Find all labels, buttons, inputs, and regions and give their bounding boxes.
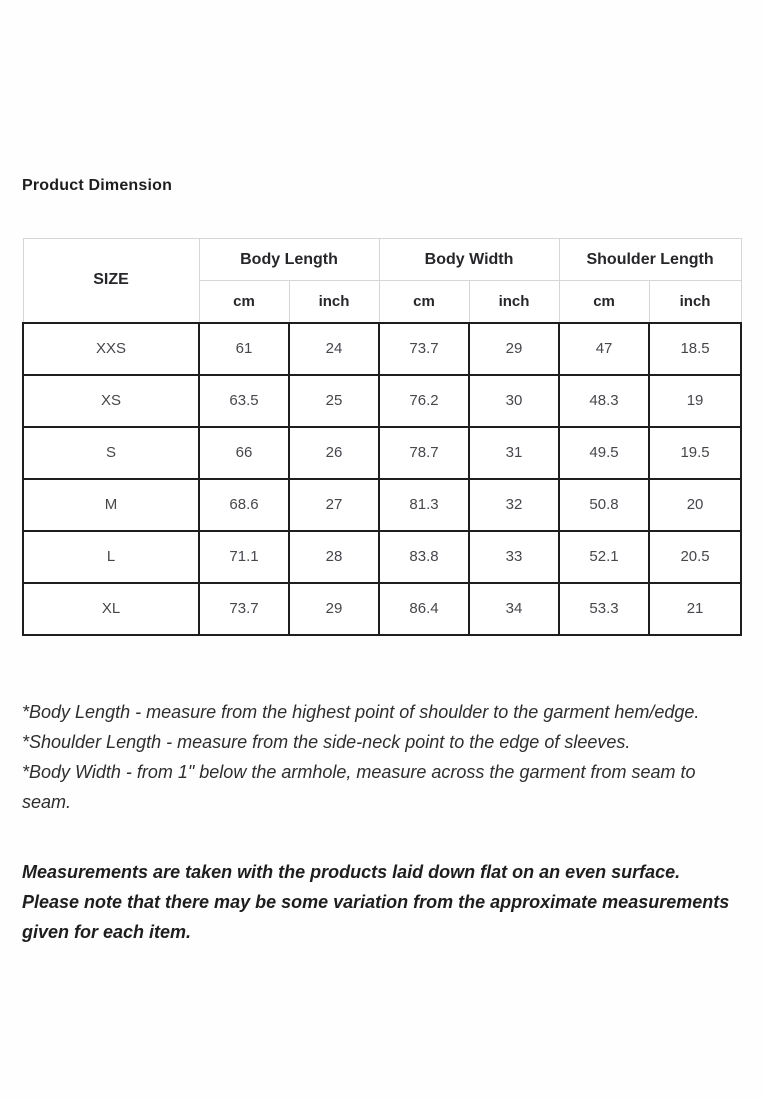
- size-cell: M: [22, 477, 200, 532]
- body-length-inch-cell: 24: [287, 321, 381, 376]
- unit-header-inch: inch: [648, 280, 742, 323]
- table-row: M 68.6 27 81.3 32 50.8 20: [22, 477, 743, 532]
- measurement-disclaimer: Measurements are taken with the products…: [22, 861, 730, 942]
- body-length-cm-cell: 68.6: [198, 477, 290, 532]
- column-header-size: SIZE: [22, 238, 200, 323]
- unit-header-inch: inch: [288, 280, 380, 323]
- product-dimension-page: Product Dimension SIZE Body Length Body …: [22, 177, 743, 942]
- shoulder-length-inch-cell: 21: [648, 581, 743, 636]
- shoulder-length-inch-cell: 19: [648, 373, 743, 428]
- body-length-inch-cell: 25: [287, 373, 381, 428]
- body-width-cm-cell: 76.2: [378, 373, 471, 428]
- body-width-cm-cell: 83.8: [378, 529, 471, 584]
- body-width-inch-cell: 31: [468, 425, 561, 480]
- column-group-shoulder-length: Shoulder Length: [558, 238, 742, 281]
- shoulder-length-cm-cell: 49.5: [558, 425, 651, 480]
- body-width-inch-cell: 34: [468, 581, 561, 636]
- column-group-body-length: Body Length: [198, 238, 380, 281]
- body-length-cm-cell: 71.1: [198, 529, 290, 584]
- size-cell: XL: [22, 581, 200, 636]
- body-width-cm-cell: 73.7: [378, 321, 471, 376]
- body-width-inch-cell: 30: [468, 373, 561, 428]
- shoulder-length-inch-cell: 20: [648, 477, 743, 532]
- column-group-body-width: Body Width: [378, 238, 560, 281]
- body-width-inch-cell: 29: [468, 321, 561, 376]
- measurement-footnotes: *Body Length - measure from the highest …: [22, 697, 740, 817]
- table-row: XS 63.5 25 76.2 30 48.3 19: [22, 373, 743, 428]
- size-cell: XS: [22, 373, 200, 428]
- size-cell: L: [22, 529, 200, 584]
- shoulder-length-cm-cell: 52.1: [558, 529, 651, 584]
- body-width-cm-cell: 86.4: [378, 581, 471, 636]
- body-length-inch-cell: 29: [287, 581, 381, 636]
- shoulder-length-inch-cell: 18.5: [648, 321, 743, 376]
- shoulder-length-cm-cell: 48.3: [558, 373, 651, 428]
- body-length-inch-cell: 28: [287, 529, 381, 584]
- size-chart-header: SIZE Body Length Body Width Shoulder Len…: [22, 238, 742, 323]
- shoulder-length-cm-cell: 53.3: [558, 581, 651, 636]
- table-row: S 66 26 78.7 31 49.5 19.5: [22, 425, 743, 480]
- body-length-cm-cell: 61: [198, 321, 290, 376]
- shoulder-length-cm-cell: 47: [558, 321, 651, 376]
- body-width-cm-cell: 81.3: [378, 477, 471, 532]
- footnote-line: *Body Length - measure from the highest …: [22, 701, 700, 722]
- size-cell: XXS: [22, 321, 200, 376]
- shoulder-length-cm-cell: 50.8: [558, 477, 651, 532]
- body-width-cm-cell: 78.7: [378, 425, 471, 480]
- body-width-inch-cell: 32: [468, 477, 561, 532]
- table-row: L 71.1 28 83.8 33 52.1 20.5: [22, 529, 743, 584]
- table-row: XL 73.7 29 86.4 34 53.3 21: [22, 581, 743, 636]
- body-length-inch-cell: 27: [287, 477, 381, 532]
- body-length-cm-cell: 66: [198, 425, 290, 480]
- page-title: Product Dimension: [22, 177, 173, 194]
- table-row: XXS 61 24 73.7 29 47 18.5: [22, 321, 743, 376]
- shoulder-length-inch-cell: 20.5: [648, 529, 743, 584]
- body-length-cm-cell: 63.5: [198, 373, 290, 428]
- unit-header-inch: inch: [468, 280, 560, 323]
- footnote-line: *Shoulder Length - measure from the side…: [22, 731, 631, 752]
- unit-header-cm: cm: [378, 280, 470, 323]
- footnote-line: *Body Width - from 1" below the armhole,…: [22, 761, 696, 812]
- body-length-cm-cell: 73.7: [198, 581, 290, 636]
- body-width-inch-cell: 33: [468, 529, 561, 584]
- shoulder-length-inch-cell: 19.5: [648, 425, 743, 480]
- unit-header-cm: cm: [198, 280, 290, 323]
- size-cell: S: [22, 425, 200, 480]
- size-chart-table: SIZE Body Length Body Width Shoulder Len…: [22, 238, 743, 636]
- size-chart-body: XXS 61 24 73.7 29 47 18.5 XS 63.5 25 76.…: [22, 321, 743, 636]
- body-length-inch-cell: 26: [287, 425, 381, 480]
- unit-header-cm: cm: [558, 280, 650, 323]
